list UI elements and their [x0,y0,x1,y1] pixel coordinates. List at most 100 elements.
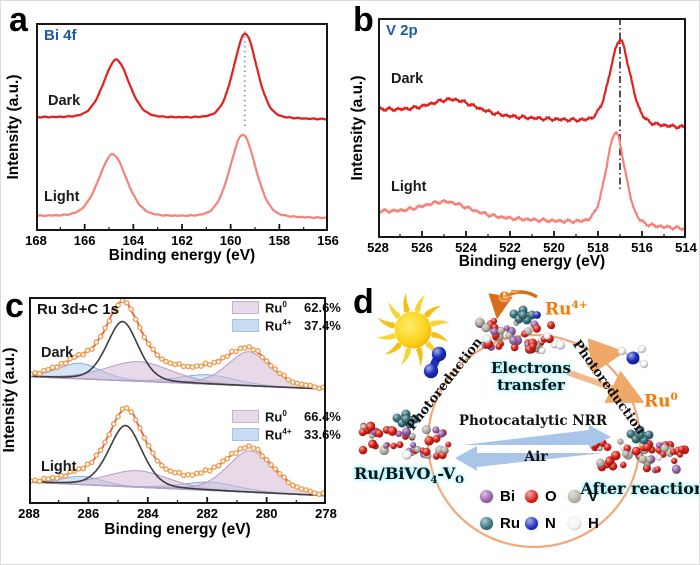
x-tick-label: 160 [219,233,242,248]
data-point [180,363,187,370]
data-point [294,484,301,490]
data-point [250,445,257,451]
data-point [255,348,261,354]
legend-item-v: V [568,488,598,505]
data-point [76,351,82,358]
ru-legend-light: Ru0 66.4% Ru4+ 33.6% [232,409,341,443]
x-tick-label: 520 [543,240,565,255]
data-point [176,469,182,476]
legend-row: Ru0 66.4% [232,409,341,424]
x-tick-label: 524 [455,240,477,255]
xlabel-c: Binding energy (eV) [104,521,251,538]
v-atom-icon [568,490,581,503]
reverse-reaction-label: Air [524,449,548,465]
data-point [110,421,117,427]
data-point [71,354,78,361]
data-point [32,370,38,376]
data-point [84,461,91,467]
ylabel-b: Intensity (a.u.) [349,75,366,181]
data-point [246,443,252,449]
forward-reaction-label: Photocatalytic NRR [458,413,608,429]
data-point [198,363,204,369]
ru4-label: Ru4+ [265,318,292,334]
data-point [158,462,165,469]
xlabel-b: Binding energy (eV) [458,253,606,270]
data-point [62,360,69,367]
ru4-label: Ru4+ [265,427,292,443]
data-point [241,345,248,352]
c1s-component [29,320,326,390]
data-point [316,491,322,498]
data-point [119,406,126,412]
data-point [45,366,52,373]
data-point [316,385,322,392]
data-point [93,452,100,458]
x-tick-label: 164 [122,233,145,248]
data-point [259,453,265,459]
data-point [185,363,191,370]
ru4-swatch [232,428,259,442]
plot-frame [36,23,328,231]
data-point [193,470,200,477]
data-point [110,307,117,314]
data-point [198,470,204,476]
data-point [124,300,130,306]
ru4plus-label: Ru4+ [545,299,588,320]
data-point [119,297,126,304]
data-point [298,381,305,388]
data-point [311,490,318,496]
catalyst-cluster [590,425,690,475]
data-point [307,488,314,495]
data-point [80,351,87,358]
data-point [54,475,60,482]
data-point [163,466,169,472]
c1s-component [29,424,326,497]
data-point [233,348,239,355]
dark-curve [378,39,686,130]
v2p-plot [378,18,686,238]
data-point [298,486,305,492]
reverse-arrow [477,453,603,467]
bi4f-plot [36,23,328,231]
data-point [36,370,43,377]
data-point [268,363,274,369]
light-curve-label-a: Light [44,189,80,205]
data-point [115,413,121,420]
data-point [128,409,134,415]
electron-arrow [488,290,538,320]
data-point [150,346,156,353]
data-point [211,359,217,366]
data-point [294,380,301,387]
x-tick-label: 288 [18,506,40,521]
x-tick-label: 166 [73,233,96,248]
ru0-label: Ru0 [265,409,287,425]
data-point [193,363,200,369]
data-point [263,456,270,463]
data-point [246,344,252,350]
data-point [276,370,283,377]
panel-label-b: b [353,1,374,39]
n2-molecule [423,346,447,379]
x-tick-label: 526 [411,240,433,255]
data-point [206,468,213,474]
data-point [80,465,87,472]
ru3d-title: Ru 3d+C 1s [37,301,120,318]
light-curve-label-b: Light [391,179,427,195]
bi-atom-icon [480,490,493,503]
legend-item-bi: Bi [480,488,515,505]
light-curve [378,131,686,232]
ylabel-c: Intensity (a.u.) [1,347,18,453]
data-point [268,462,274,468]
xlabel-a: Binding energy (eV) [108,247,256,264]
x-tick-label: 162 [171,233,193,248]
data-point [303,382,309,388]
nh3-molecule [617,344,649,369]
legend-item-o: O [525,488,557,505]
catalyst-cluster [358,409,452,460]
light-curve-label-c: Light [41,459,77,475]
data-point [115,302,121,309]
ylabel-a: Intensity (a.u.) [5,74,22,180]
data-point [276,470,283,477]
panel-label-d: d [353,283,374,321]
